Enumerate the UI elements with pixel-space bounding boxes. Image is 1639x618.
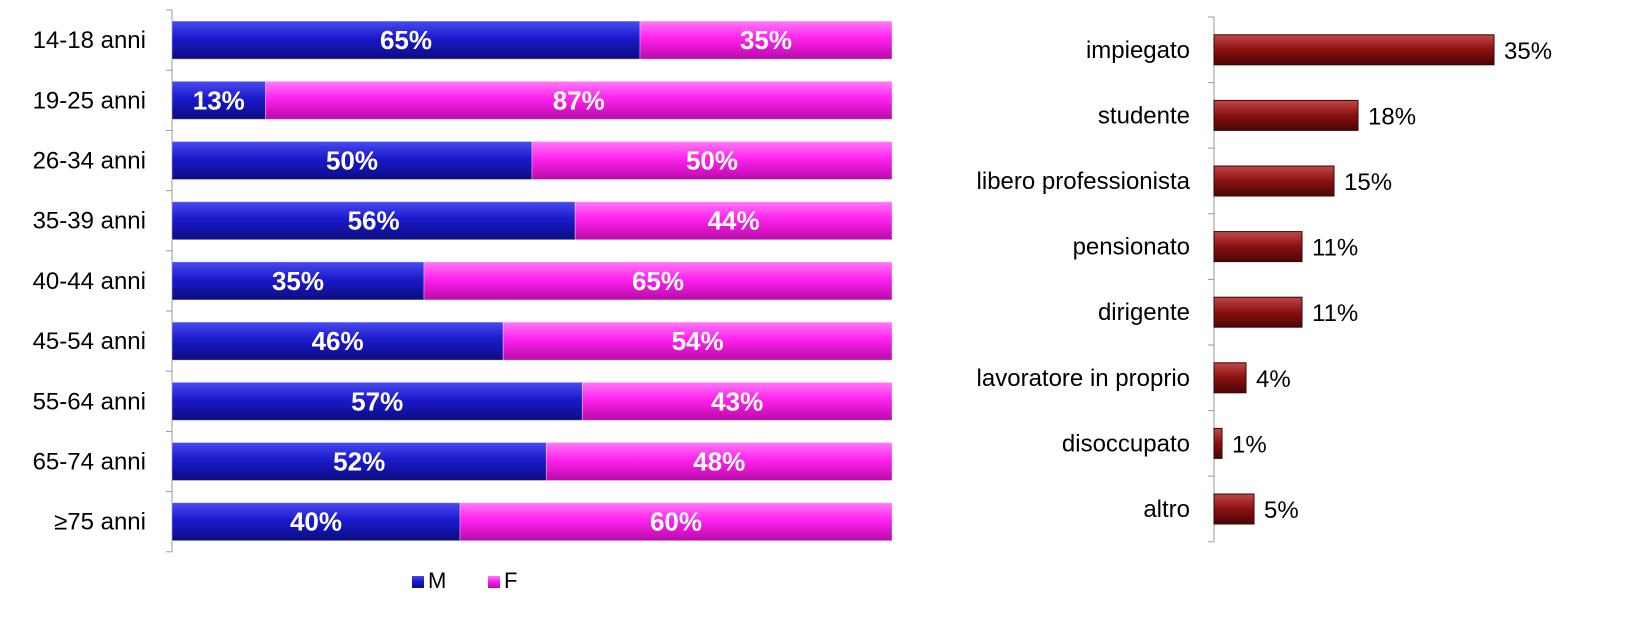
- data-label-libero-professionista: 15%: [1344, 169, 1392, 196]
- bar-m-45-54-anni: [171, 321, 504, 361]
- category-label-75-anni: ≥75 anni: [54, 509, 146, 536]
- bar-f-35-39-anni: [574, 201, 893, 241]
- bar-altro: [1213, 493, 1255, 525]
- bar-m-14-18-anni: [171, 20, 641, 60]
- data-label-f-65-74-anni: 48%: [693, 447, 745, 477]
- category-label-26-34-anni: 26-34 anni: [33, 148, 146, 175]
- data-label-impiegato: 35%: [1504, 38, 1552, 65]
- legend-swatch-m: [412, 576, 424, 588]
- category-label-disoccupato: disoccupato: [1062, 430, 1190, 457]
- bar-m-35-39-anni: [171, 201, 576, 241]
- bar-f-55-64-anni: [581, 381, 893, 421]
- category-label-altro: altro: [1143, 496, 1190, 523]
- occupation-bar-chart: impiegato 35% studente 18% libero profession…: [977, 16, 1552, 543]
- category-label-libero-professionista: libero professionista: [977, 168, 1191, 195]
- bar-lavoratore-in-proprio: [1213, 362, 1247, 394]
- bar-dirigente: [1213, 296, 1303, 328]
- bar-impiegato: [1213, 34, 1495, 66]
- category-label-35-39-anni: 35-39 anni: [33, 208, 146, 235]
- data-label-lavoratore-in-proprio: 4%: [1256, 366, 1291, 393]
- data-label-f-19-25-anni: 87%: [553, 85, 605, 115]
- data-label-studente: 18%: [1368, 103, 1416, 130]
- data-label-m-75-anni: 40%: [290, 507, 342, 537]
- bar-studente: [1213, 99, 1359, 131]
- category-label-65-74-anni: 65-74 anni: [33, 449, 146, 476]
- data-label-m-26-34-anni: 50%: [326, 146, 378, 176]
- data-label-disoccupato: 1%: [1232, 431, 1267, 458]
- data-label-m-45-54-anni: 46%: [312, 326, 364, 356]
- category-label-studente: studente: [1098, 102, 1190, 129]
- bar-f-14-18-anni: [639, 20, 893, 60]
- bar-disoccupato: [1213, 427, 1223, 459]
- category-label-55-64-anni: 55-64 anni: [33, 388, 146, 415]
- bar-m-40-44-anni: [171, 261, 425, 301]
- bar-m-75-anni: [171, 502, 461, 542]
- bar-libero-professionista: [1213, 165, 1335, 197]
- bar-m-26-34-anni: [171, 141, 533, 180]
- data-label-f-40-44-anni: 65%: [632, 266, 684, 296]
- data-label-f-26-34-anni: 50%: [686, 146, 738, 176]
- data-label-m-65-74-anni: 52%: [333, 447, 385, 477]
- legend-label-m: M: [428, 568, 446, 593]
- bar-f-19-25-anni: [265, 80, 893, 120]
- category-label-19-25-anni: 19-25 anni: [33, 87, 146, 114]
- bar-pensionato: [1213, 231, 1303, 263]
- data-label-m-35-39-anni: 56%: [348, 206, 400, 236]
- data-label-altro: 5%: [1264, 497, 1299, 524]
- age-gender-stacked-bar-chart: 14-18 anni 65% 35% 19-25 anni 13% 87% 26-34 an…: [33, 9, 893, 553]
- category-label-lavoratore-in-proprio: lavoratore in proprio: [977, 365, 1190, 392]
- bar-f-45-54-anni: [502, 321, 893, 361]
- category-label-14-18-anni: 14-18 anni: [33, 27, 146, 54]
- category-label-45-54-anni: 45-54 anni: [33, 328, 146, 355]
- bar-f-26-34-anni: [531, 141, 893, 180]
- data-label-f-35-39-anni: 44%: [708, 206, 760, 236]
- data-label-m-19-25-anni: 13%: [193, 85, 245, 115]
- data-label-f-55-64-anni: 43%: [711, 386, 763, 416]
- category-label-40-44-anni: 40-44 anni: [33, 268, 146, 295]
- data-label-dirigente: 11%: [1312, 300, 1358, 327]
- category-label-pensionato: pensionato: [1073, 234, 1190, 261]
- legend-label-f: F: [504, 568, 517, 593]
- bar-f-65-74-anni: [545, 442, 893, 481]
- data-label-f-45-54-anni: 54%: [672, 326, 724, 356]
- bar-m-55-64-anni: [171, 381, 583, 421]
- category-label-impiegato: impiegato: [1086, 37, 1190, 64]
- data-label-f-14-18-anni: 35%: [740, 25, 792, 55]
- bar-f-75-anni: [459, 502, 893, 542]
- data-label-f-75-anni: 60%: [650, 507, 702, 537]
- category-label-dirigente: dirigente: [1098, 299, 1190, 326]
- data-label-m-14-18-anni: 65%: [380, 25, 432, 55]
- legend-swatch-f: [488, 576, 500, 588]
- data-label-m-40-44-anni: 35%: [272, 266, 324, 296]
- bar-f-40-44-anni: [423, 261, 893, 301]
- data-label-pensionato: 11%: [1312, 235, 1358, 262]
- data-label-m-55-64-anni: 57%: [351, 386, 403, 416]
- bar-m-65-74-anni: [171, 442, 547, 481]
